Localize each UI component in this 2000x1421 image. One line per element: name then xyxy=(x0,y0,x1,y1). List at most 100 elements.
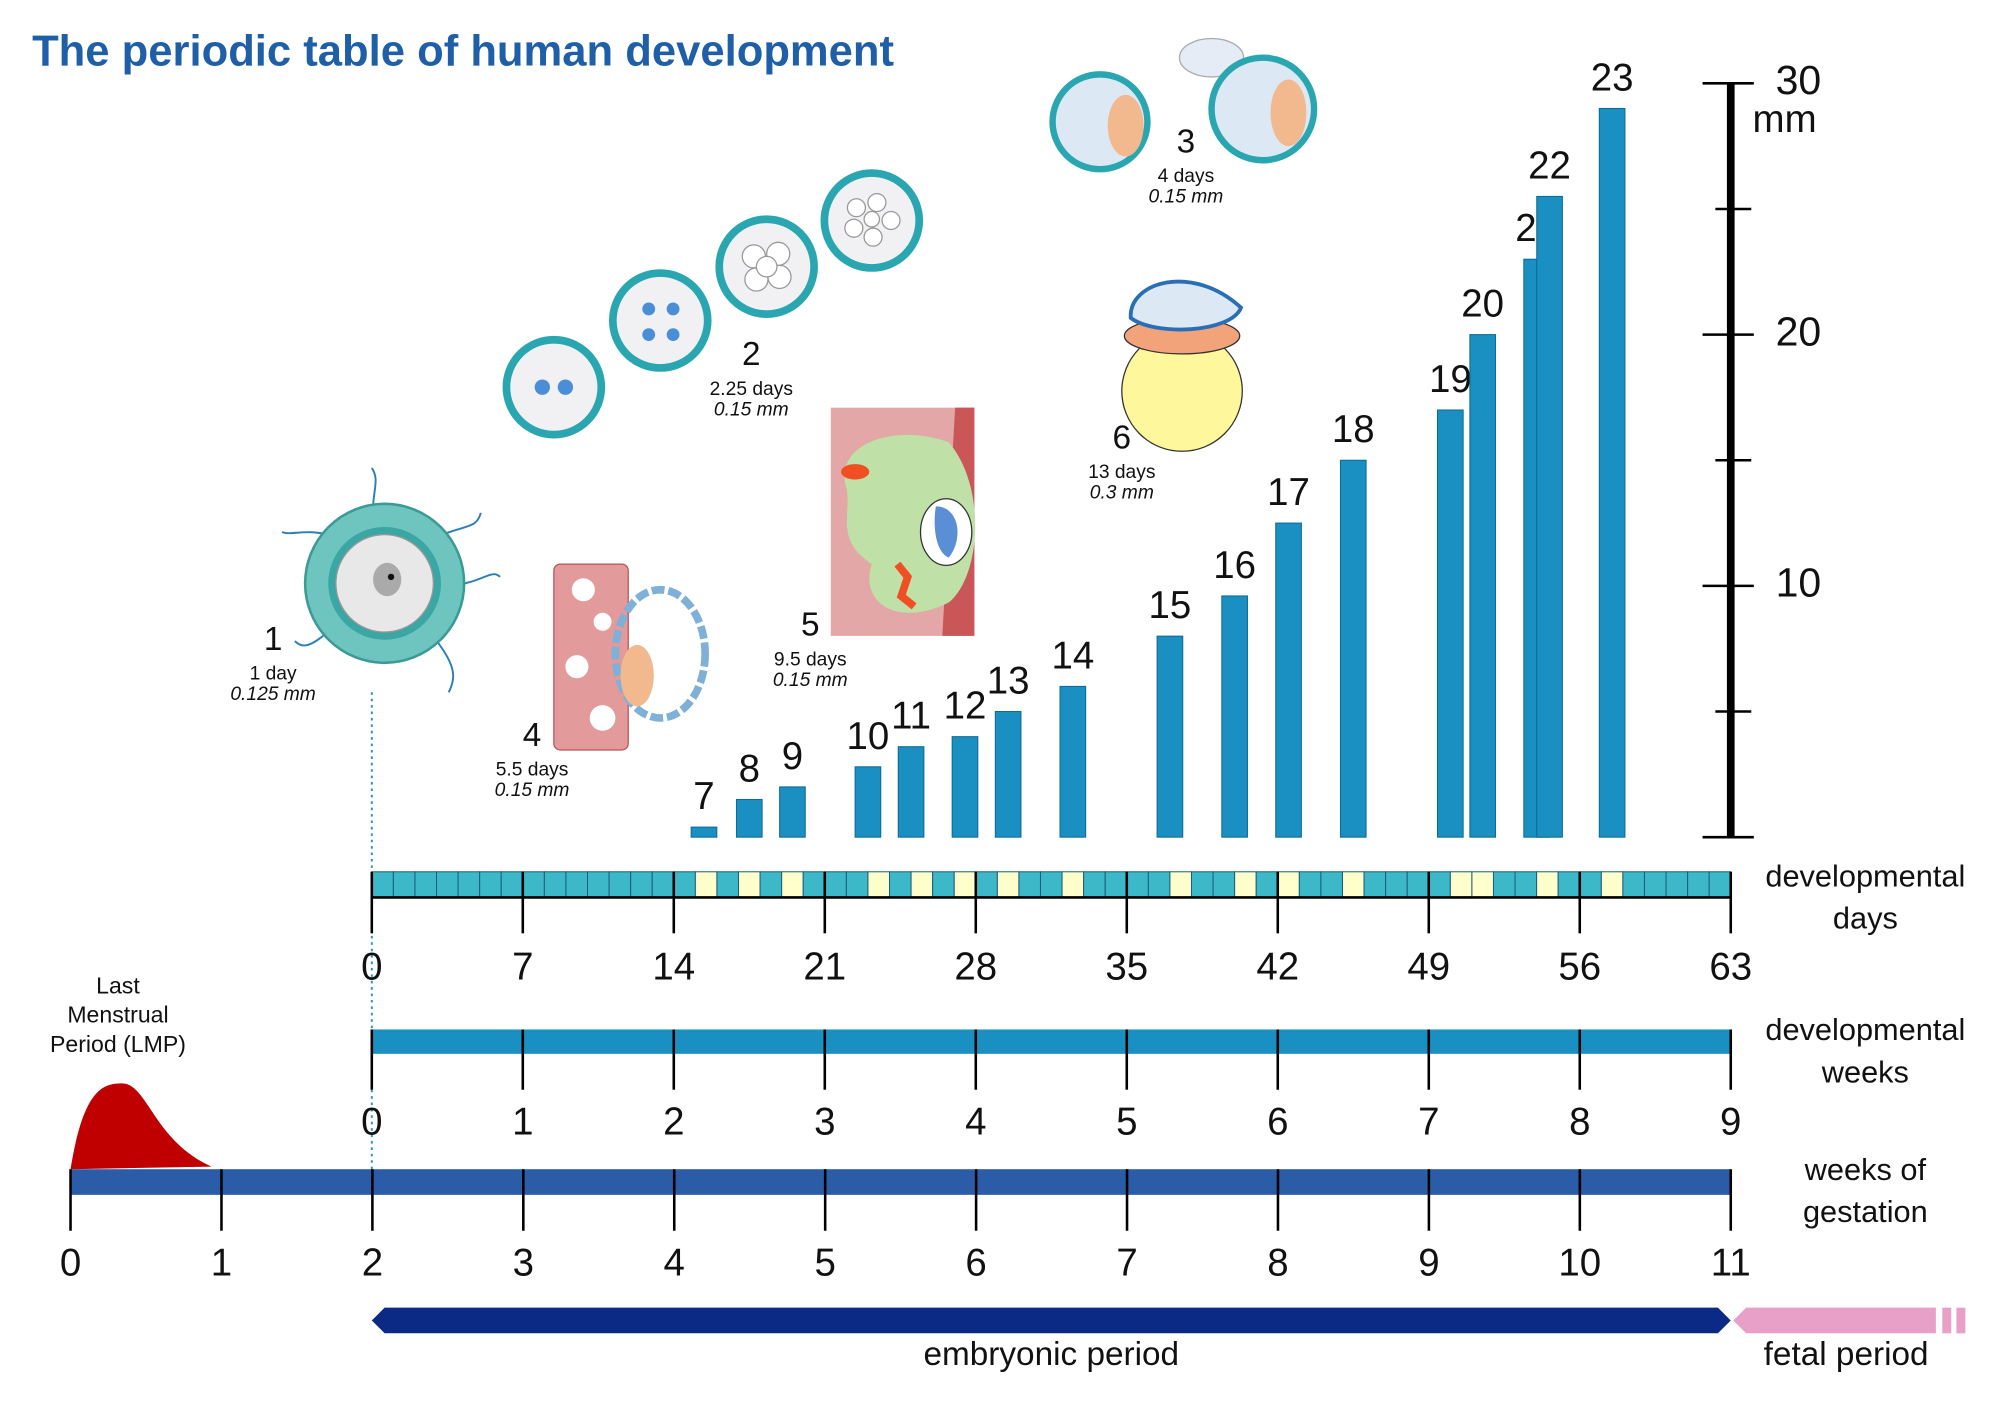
bar xyxy=(690,826,718,838)
gestation-tick-label: 4 xyxy=(664,1242,685,1285)
day-cell xyxy=(1363,871,1387,898)
x-tick-label: 63 xyxy=(1709,945,1752,988)
bar-label: 9 xyxy=(782,735,803,778)
bar xyxy=(1221,595,1248,838)
gestation-tick-label: 6 xyxy=(965,1242,986,1285)
weeks-tick-label: 7 xyxy=(1418,1100,1439,1143)
day-cell xyxy=(867,871,891,898)
bar xyxy=(1469,334,1497,838)
day-cell xyxy=(737,871,761,898)
bar xyxy=(779,786,806,838)
day-cell xyxy=(1600,871,1624,898)
gestation-tick-label: 9 xyxy=(1418,1242,1439,1285)
stage-age: 1 day xyxy=(250,663,297,684)
day-cell xyxy=(888,871,912,898)
bar xyxy=(951,736,979,838)
stage-age: 5.5 days xyxy=(496,760,569,781)
day-cell xyxy=(1061,871,1085,898)
day-cell xyxy=(500,871,524,898)
x-axis-label: developmental xyxy=(1765,858,1965,893)
x-axis-label: days xyxy=(1833,901,1898,936)
x-tick-label: 42 xyxy=(1256,945,1299,988)
gestation-tick-label: 3 xyxy=(513,1242,534,1285)
day-cell xyxy=(457,871,481,898)
day-cell xyxy=(1536,871,1559,898)
day-cell xyxy=(565,871,589,898)
weeks-tick-label: 9 xyxy=(1720,1100,1741,1143)
bar xyxy=(1437,409,1464,838)
stage-size: 0.15 mm xyxy=(495,780,570,801)
stage-size: 0.15 mm xyxy=(714,399,789,420)
bar-label: 20 xyxy=(1461,283,1504,326)
stage-number: 4 xyxy=(523,717,542,754)
weeks-axis-label: developmental xyxy=(1765,1012,1965,1047)
stage-age: 13 days xyxy=(1088,462,1155,483)
day-cell xyxy=(716,871,740,898)
day-cell xyxy=(802,871,826,898)
bar-label: 17 xyxy=(1267,471,1310,514)
stage-number: 2 xyxy=(742,336,761,373)
stage-4-illustration xyxy=(553,563,709,751)
day-cell xyxy=(953,871,977,898)
bar xyxy=(897,746,925,838)
gestation-tick-label: 2 xyxy=(362,1242,383,1285)
gestation-tick-label: 10 xyxy=(1558,1242,1601,1285)
day-cell xyxy=(414,871,438,898)
day-cell xyxy=(1406,871,1430,898)
day-cell xyxy=(1492,871,1516,898)
day-cell xyxy=(1643,871,1667,898)
bar xyxy=(1598,107,1626,838)
weeks-tick-label: 2 xyxy=(663,1100,684,1143)
x-tick-label: 21 xyxy=(803,945,846,988)
x-tick-label: 56 xyxy=(1558,945,1601,988)
x-tick-label: 49 xyxy=(1407,945,1450,988)
day-cell xyxy=(1277,871,1300,898)
stage-number: 1 xyxy=(264,621,283,658)
bar xyxy=(1156,635,1184,838)
day-cell xyxy=(1687,871,1710,898)
day-cell xyxy=(608,871,632,898)
lmp-curve xyxy=(70,1083,212,1170)
x-tick-label: 14 xyxy=(652,945,695,988)
fetal-label: fetal period xyxy=(1764,1336,1929,1373)
gestation-tick-label: 1 xyxy=(211,1242,232,1285)
day-cell xyxy=(673,871,696,898)
bar-label: 22 xyxy=(1528,144,1571,187)
bar-label: 16 xyxy=(1213,544,1256,587)
y-tick-label: 20 xyxy=(1776,308,1822,354)
bar-label: 18 xyxy=(1332,408,1375,451)
bar-label: 10 xyxy=(847,715,890,758)
x-tick-label: 0 xyxy=(361,945,382,988)
stage-number: 3 xyxy=(1177,123,1196,160)
day-cell xyxy=(1341,871,1365,898)
gestation-tick-label: 8 xyxy=(1267,1242,1288,1285)
day-cell xyxy=(1428,871,1451,898)
bar xyxy=(854,766,882,838)
weeks-tick-label: 3 xyxy=(814,1100,835,1143)
weeks-tick-label: 4 xyxy=(965,1100,986,1143)
lmp-label: Last xyxy=(96,972,140,998)
day-cell xyxy=(1190,871,1214,898)
day-cell xyxy=(781,871,804,898)
day-cell xyxy=(436,871,459,898)
stage-age: 9.5 days xyxy=(774,649,847,670)
day-cell xyxy=(1083,871,1106,898)
day-cell xyxy=(1126,871,1149,898)
day-cell xyxy=(1471,871,1494,898)
day-cell xyxy=(1320,871,1343,898)
gestation-axis-label: weeks of xyxy=(1804,1152,1927,1187)
weeks-axis-label: weeks xyxy=(1821,1054,1909,1089)
stage-size: 0.125 mm xyxy=(230,684,315,705)
gestation-tick-label: 7 xyxy=(1116,1242,1137,1285)
day-cell xyxy=(1234,871,1257,898)
day-cell xyxy=(975,871,998,898)
weeks-tick-label: 6 xyxy=(1267,1100,1288,1143)
weeks-tick-label: 0 xyxy=(361,1100,382,1143)
stage-6-illustration xyxy=(1121,279,1244,452)
bar-label: 11 xyxy=(891,695,931,738)
day-cell xyxy=(1255,871,1279,898)
fetal-bar xyxy=(1733,1307,1936,1334)
stage-5-illustration xyxy=(830,407,976,636)
bar-label: 14 xyxy=(1051,634,1094,677)
